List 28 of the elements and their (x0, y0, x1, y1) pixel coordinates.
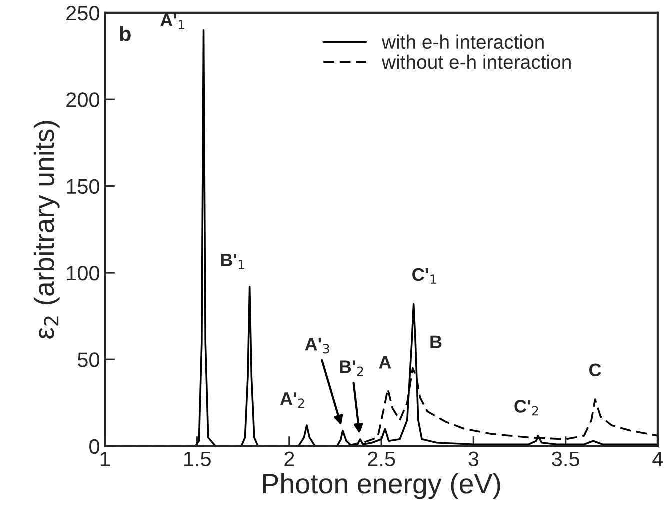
annotation: A'$_{3}$ (305, 338, 330, 354)
annotation: C'$_{2}$ (514, 400, 538, 416)
x-tick-label: 3.5 (552, 452, 580, 467)
x-tick-label: 2.5 (368, 452, 396, 467)
legend-label: with e-h interaction (382, 34, 544, 50)
x-tick-label: 3 (468, 452, 479, 467)
x-tick-label: 1.5 (184, 452, 211, 467)
annotation: C (590, 364, 602, 377)
x-tick-label: 2 (284, 452, 294, 466)
annotation: b (120, 26, 131, 42)
y-tick-label: 50 (78, 352, 100, 368)
x-tick-label: 4 (652, 452, 664, 466)
x-tick-label: 1 (100, 452, 110, 466)
annotation: B'$_{1}$ (221, 254, 244, 270)
annotation: B (430, 336, 442, 348)
y-axis-title: ε$_{2}$ (arbitrary units) (34, 121, 60, 339)
x-axis-title: Photon energy (eV) (263, 473, 500, 500)
y-tick-label: 150 (67, 179, 100, 194)
annotation: A'$_{1}$ (160, 14, 184, 30)
annotation: A (379, 356, 392, 369)
y-tick-label: 100 (67, 266, 100, 281)
y-tick-label: 0 (90, 439, 100, 454)
y-tick-label: 200 (66, 92, 100, 108)
annotation: B'$_{2}$ (340, 360, 364, 376)
legend-label: without e-h interaction (382, 54, 571, 70)
annotation: A'$_{2}$ (280, 392, 304, 408)
y-tick-label: 250 (66, 6, 100, 21)
annotation: C'$_{1}$ (412, 268, 436, 284)
